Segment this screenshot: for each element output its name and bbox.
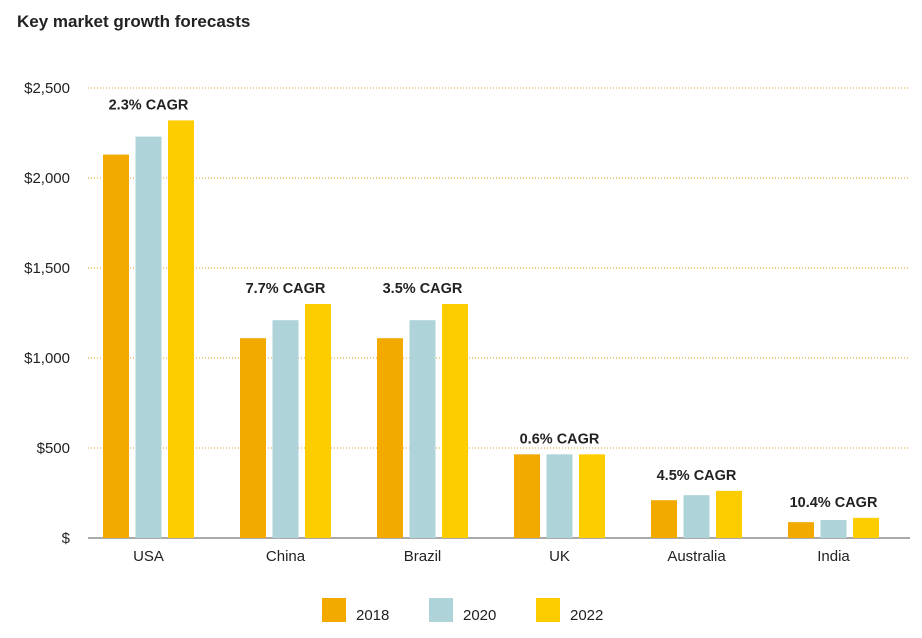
x-tick-label: Australia (667, 548, 726, 565)
legend: 2018 2020 2022 (322, 598, 603, 624)
bar-australia-2020 (683, 495, 710, 538)
bar-australia-2022 (716, 490, 742, 538)
bar-india-2020 (820, 520, 847, 538)
y-tick-label: $ (62, 530, 71, 547)
bar-uk-2022 (579, 454, 605, 538)
y-axis-tick-labels: $ $500 $1,000 $1,500 $2,000 $2,500 (24, 80, 71, 547)
legend-label: 2018 (356, 607, 389, 624)
y-tick-label: $1,000 (24, 350, 70, 367)
cagr-annotation: 10.4% CAGR (790, 495, 878, 511)
bar-china-2022 (305, 304, 331, 538)
bar-brazil-2022 (442, 304, 468, 538)
cagr-annotation: 2.3% CAGR (109, 97, 189, 113)
bar-india-2018 (788, 522, 814, 538)
x-tick-label: USA (133, 548, 164, 565)
bar-usa-2022 (168, 120, 194, 539)
legend-label: 2022 (570, 607, 603, 624)
bar-australia-2018 (651, 500, 677, 538)
cagr-annotations: 2.3% CAGR 7.7% CAGR 3.5% CAGR 0.6% CAGR 4.5%… (109, 97, 878, 510)
bar-brazil-2018 (377, 338, 403, 538)
legend-swatch-2018 (322, 598, 346, 622)
legend-swatch-2022 (536, 598, 560, 622)
bar-china-2020 (272, 320, 299, 538)
x-tick-label: China (266, 548, 306, 565)
y-tick-label: $500 (37, 440, 70, 457)
y-tick-label: $2,000 (24, 170, 70, 187)
cagr-annotation: 0.6% CAGR (520, 431, 600, 447)
x-tick-label: UK (549, 548, 570, 565)
y-tick-label: $2,500 (24, 80, 70, 97)
x-tick-label: Brazil (404, 548, 442, 565)
bar-india-2022 (853, 517, 879, 538)
bar-brazil-2020 (409, 320, 436, 538)
chart-title: Key market growth forecasts (17, 12, 251, 31)
bars (103, 120, 879, 539)
y-tick-label: $1,500 (24, 260, 70, 277)
bar-uk-2018 (514, 454, 540, 538)
bar-uk-2020 (546, 454, 573, 538)
cagr-annotation: 4.5% CAGR (657, 468, 737, 484)
cagr-annotation: 7.7% CAGR (246, 281, 326, 297)
x-axis-category-labels: USA China Brazil UK Australia India (133, 548, 850, 565)
bar-usa-2020 (135, 136, 162, 538)
gridlines (88, 87, 910, 539)
legend-swatch-2020 (429, 598, 453, 622)
bar-china-2018 (240, 338, 266, 538)
cagr-annotation: 3.5% CAGR (383, 281, 463, 297)
x-tick-label: India (817, 548, 850, 565)
legend-label: 2020 (463, 607, 496, 624)
bar-usa-2018 (103, 154, 129, 538)
